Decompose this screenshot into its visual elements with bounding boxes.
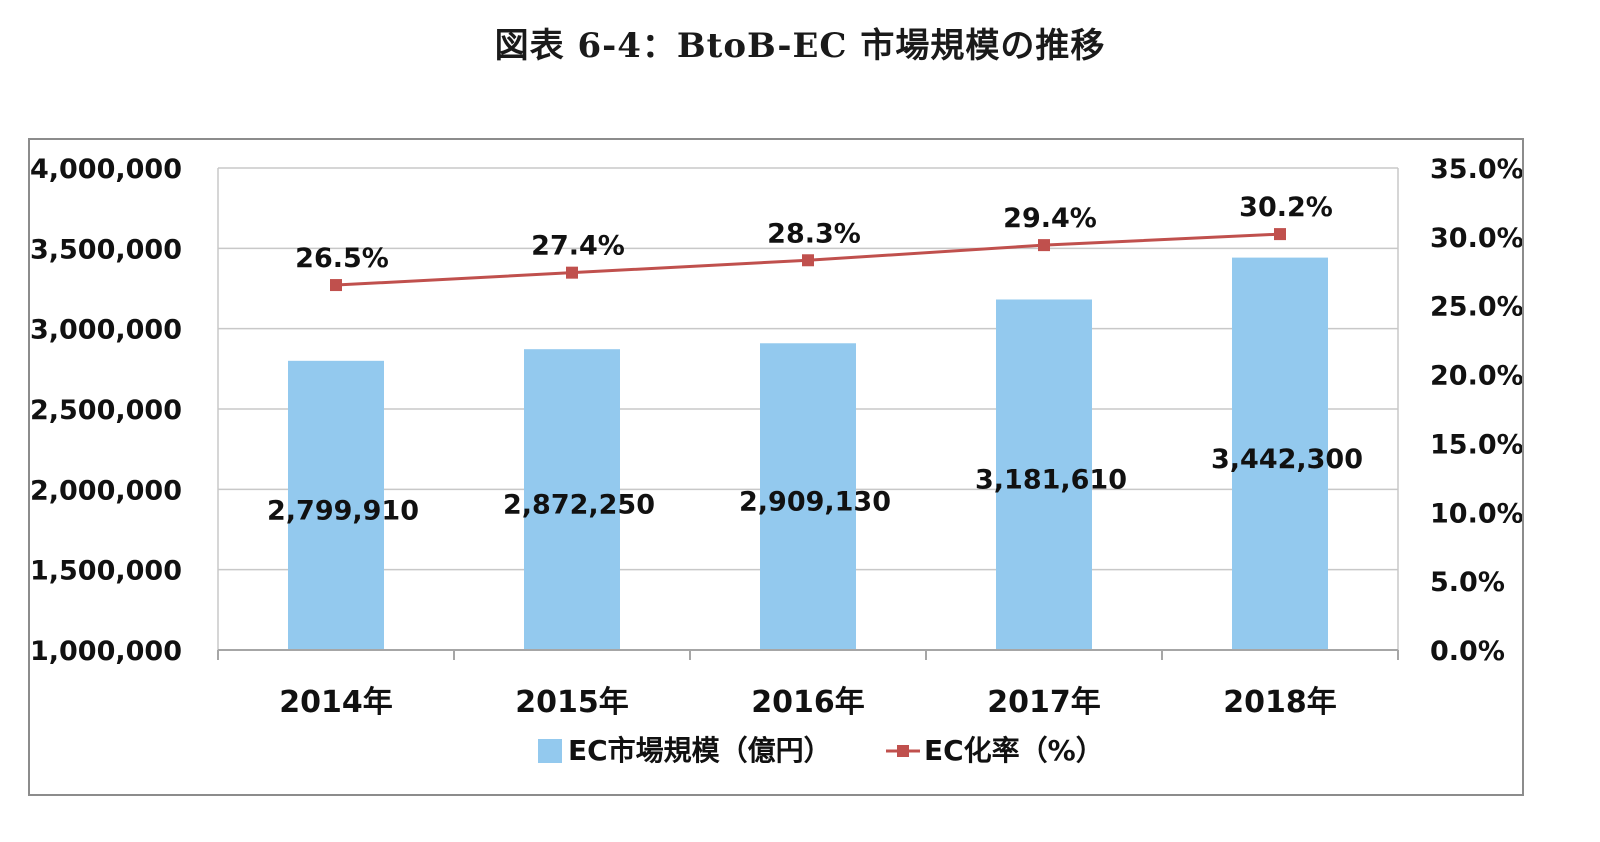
x-axis-labels: 2014年 2015年 2016年 2017年 2018年 [279,685,1337,720]
line-marker [1038,239,1050,252]
chart-svg: 1,000,000 1,500,000 2,000,000 2,500,000 3,00… [30,154,1524,767]
line-data-labels: 26.5% 27.4% 28.3% 29.4% 30.2% [295,192,1333,274]
figure-title: 図表 6-4：BtoB-EC 市場規模の推移 [494,26,1106,66]
bar [996,299,1092,650]
line-data-label: 26.5% [295,243,389,274]
right-tick-label: 0.0% [1430,636,1505,667]
line-marker [330,279,342,292]
left-tick-label: 1,000,000 [30,636,182,667]
bar-data-label: 2,872,250 [503,490,655,521]
x-tick-label: 2016年 [751,685,865,720]
bar [524,349,620,650]
bar [760,343,856,650]
left-tick-label: 3,500,000 [30,234,182,265]
right-tick-label: 15.0% [1430,429,1522,460]
right-tick-label: 5.0% [1430,567,1505,598]
legend-line-marker [897,745,909,757]
right-tick-label: 20.0% [1430,361,1522,392]
right-axis-ticks: 0.0% 5.0% 10.0% 15.0% 20.0% 25.0% 30.0% 35.0% [1430,154,1524,667]
right-tick-label: 35.0% [1430,154,1522,185]
bar [288,360,384,650]
chart-frame: 1,000,000 1,500,000 2,000,000 2,500,000 3,00… [28,138,1524,796]
line-data-label: 28.3% [767,218,861,249]
x-tick-label: 2014年 [279,685,393,720]
x-tick-label: 2015年 [515,685,629,720]
left-tick-label: 2,500,000 [30,395,182,426]
x-axis [217,168,1399,660]
bar [1232,257,1328,650]
right-tick-label: 10.0% [1430,498,1522,529]
left-tick-label: 4,000,000 [30,154,182,185]
line-series [330,228,1286,292]
bars [288,257,1328,650]
right-tick-label: 30.0% [1430,223,1522,254]
x-tick-label: 2018年 [1223,685,1337,720]
right-tick-label: 25.0% [1430,292,1522,323]
bar-data-labels: 2,799,910 2,872,250 2,909,130 3,181,610 3,44… [267,444,1363,527]
x-tick-label: 2017年 [987,685,1101,720]
line-marker [1274,228,1286,241]
left-tick-label: 2,000,000 [30,475,182,506]
line-data-label: 30.2% [1239,192,1333,223]
line-data-label: 27.4% [531,231,625,262]
line-marker [802,254,814,267]
left-tick-label: 1,500,000 [30,556,182,587]
bar-data-label: 2,909,130 [739,487,891,518]
legend-bar-swatch [538,739,562,763]
legend: EC市場規模（億円） EC化率（%） [538,734,1104,767]
bar-data-label: 2,799,910 [267,495,419,526]
left-axis-ticks: 1,000,000 1,500,000 2,000,000 2,500,000 3,00… [30,154,182,667]
line-marker [566,266,578,279]
bar-data-label: 3,442,300 [1211,444,1363,475]
legend-bar-label: EC市場規模（億円） [568,734,832,767]
bar-data-label: 3,181,610 [975,465,1127,496]
left-tick-label: 3,000,000 [30,315,182,346]
line-data-label: 29.4% [1003,203,1097,234]
legend-line-label: EC化率（%） [924,734,1104,767]
